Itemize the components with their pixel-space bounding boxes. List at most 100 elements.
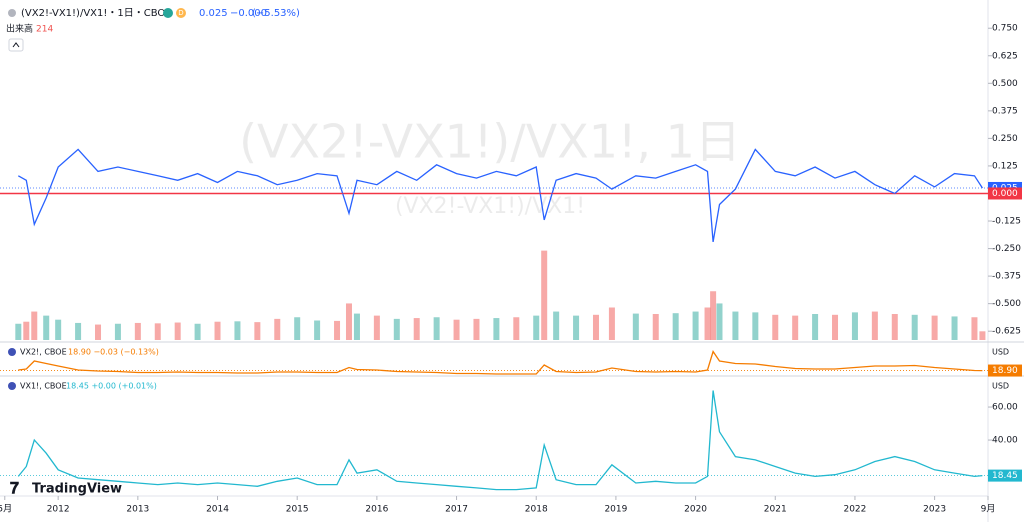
- y-tick-label: -0.625: [992, 327, 1021, 337]
- pane-values: 18.45 +0.00 (+0.01%): [66, 382, 157, 391]
- y-tick-label: 0.375: [992, 106, 1018, 116]
- x-tick-label: 2015: [286, 505, 309, 515]
- interval-badge-bg: [176, 8, 186, 18]
- collapse-icon: [12, 42, 20, 48]
- volume-bar: [31, 311, 38, 340]
- volume-bar: [314, 320, 321, 340]
- volume-bar: [716, 303, 723, 340]
- y-tick-label: 40.00: [992, 436, 1018, 446]
- volume-bar: [931, 315, 938, 340]
- volume-bar: [652, 314, 659, 340]
- y-tick-label: 60.00: [992, 403, 1018, 413]
- volume-bar: [274, 318, 281, 340]
- y-tick-label: 0.625: [992, 51, 1018, 61]
- volume-bar: [114, 323, 121, 340]
- flag-icon: [8, 382, 16, 390]
- volume-bar: [951, 316, 958, 340]
- x-tick-label: 2018: [525, 505, 548, 515]
- y-tick-label: -0.125: [992, 217, 1021, 227]
- x-tick-label: 5月: [0, 504, 12, 515]
- volume-bar: [979, 331, 986, 340]
- legend-change: −0.000: [230, 8, 267, 19]
- volume-bar: [334, 320, 341, 340]
- y-tick-label: 0.125: [992, 161, 1018, 171]
- volume-bar: [911, 314, 918, 340]
- volume-bar: [772, 314, 779, 340]
- legend-change-pct: (−5.53%): [252, 8, 300, 19]
- series-line: [17, 390, 983, 491]
- volume-bar: [345, 303, 352, 340]
- volume-bar: [752, 312, 759, 340]
- flag-icon: [8, 348, 16, 356]
- volume-bar: [732, 311, 739, 340]
- pane-title[interactable]: VX1!, CBOE: [20, 382, 67, 391]
- volume-bar: [871, 311, 878, 340]
- volume-bar: [493, 318, 500, 340]
- legend-last: 0.025: [199, 8, 228, 19]
- symbol-icon[interactable]: [8, 9, 16, 17]
- x-tick-label: 9月: [981, 504, 996, 515]
- volume-bar: [592, 314, 599, 340]
- price-tag: [988, 469, 1022, 482]
- legend-title[interactable]: (VX2!-VX1!)/VX1!・1日・CBOE: [21, 8, 172, 19]
- price-tag-label: 18.45: [992, 471, 1018, 481]
- volume-bar: [971, 317, 978, 340]
- x-tick-label: 2016: [365, 505, 388, 515]
- volume-bar: [55, 319, 62, 340]
- y-tick-label: 0.250: [992, 134, 1018, 144]
- volume-value: 214: [36, 25, 53, 35]
- volume-bar: [453, 319, 460, 340]
- volume-bar: [792, 315, 799, 340]
- volume-bar: [692, 311, 699, 340]
- x-tick-label: 2019: [604, 505, 627, 515]
- volume-bar: [672, 313, 679, 340]
- currency[interactable]: USD: [992, 382, 1009, 391]
- volume-bar: [710, 291, 717, 340]
- volume-bar: [134, 322, 141, 340]
- pane-title[interactable]: VX2!, CBOE: [20, 348, 67, 357]
- volume-label: 出来高: [6, 23, 33, 35]
- volume-bar: [254, 322, 261, 340]
- market-dot: [163, 8, 173, 18]
- watermark-small: (VX2!-VX1!)/VX1!: [395, 194, 585, 219]
- x-tick-label: 2013: [126, 505, 149, 515]
- volume-bar: [23, 321, 30, 340]
- volume-bar: [214, 321, 221, 340]
- y-tick-label: -0.500: [992, 299, 1021, 309]
- x-tick-label: 2021: [764, 505, 787, 515]
- volume-bar: [393, 318, 400, 340]
- x-tick-label: 2023: [923, 505, 946, 515]
- logo[interactable]: TradingView: [32, 482, 122, 497]
- volume-bar: [43, 315, 50, 340]
- volume-bar: [513, 317, 520, 340]
- volume-bar: [541, 250, 548, 340]
- interval-badge: D: [178, 9, 183, 17]
- x-tick-label: 2022: [843, 505, 866, 515]
- y-tick-label: 0.500: [992, 79, 1018, 89]
- price-tag: [988, 187, 1022, 200]
- volume-bar: [154, 323, 161, 340]
- currency[interactable]: USD: [992, 348, 1009, 357]
- x-tick-label: 2017: [445, 505, 468, 515]
- price-tag-label: 18.90: [992, 366, 1018, 376]
- pane-values: 18.90 −0.03 (−0.13%): [68, 348, 159, 357]
- volume-bar: [75, 322, 82, 340]
- logo-mark: 𝟕: [10, 479, 19, 498]
- y-tick-label: -0.250: [992, 244, 1021, 254]
- volume-bar: [812, 314, 819, 340]
- x-tick-label: 2012: [47, 505, 70, 515]
- volume-bar: [704, 307, 711, 340]
- volume-bar: [353, 313, 360, 340]
- volume-bar: [174, 322, 181, 340]
- volume-bar: [15, 323, 22, 340]
- volume-bar: [413, 318, 420, 340]
- price-tag: [988, 364, 1022, 377]
- volume-bar: [573, 315, 580, 340]
- volume-bar: [194, 323, 201, 340]
- volume-bar: [433, 317, 440, 340]
- volume-bar: [608, 307, 615, 340]
- collapse-button[interactable]: [8, 38, 24, 52]
- volume-bar: [891, 314, 898, 340]
